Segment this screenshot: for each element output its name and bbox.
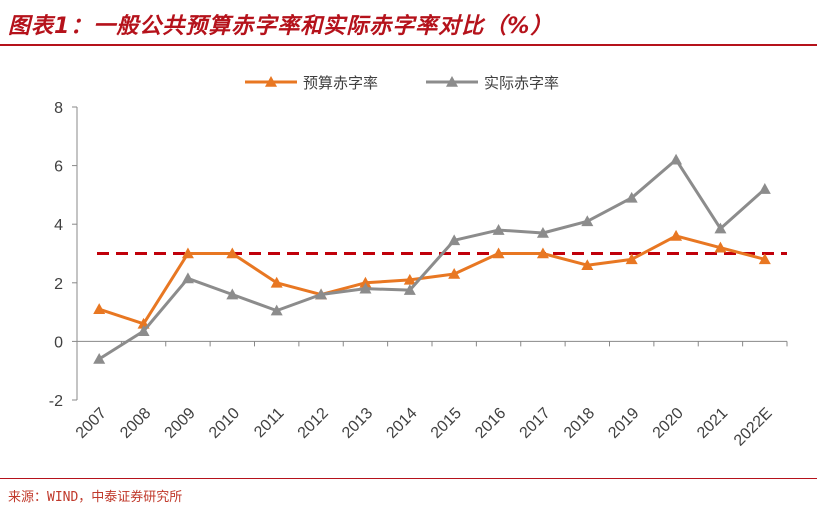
x-tick-label: 2017 [517, 405, 554, 442]
x-tick-label: 2015 [428, 405, 465, 442]
source-note: 来源：WIND，中泰证券研究所 [8, 490, 183, 505]
budget-point [758, 253, 771, 265]
actual-point [226, 288, 239, 300]
y-tick-label: -2 [49, 393, 63, 410]
actual-point [403, 284, 416, 295]
y-tick-label: 0 [54, 334, 63, 351]
budget-point [93, 303, 106, 314]
budget-point [403, 273, 416, 285]
x-tick-label: 2011 [251, 405, 287, 441]
legend-budget-label: 预算赤字率 [303, 74, 378, 92]
chart-title: 图表1：一般公共预算赤字率和实际赤字率对比（%） [8, 14, 554, 39]
budget-point [536, 247, 549, 259]
actual-point [536, 226, 549, 238]
y-tick-label: 2 [54, 276, 63, 293]
x-tick-label: 2012 [295, 405, 332, 442]
legend-actual-label: 实际赤字率 [484, 74, 559, 92]
actual-point [181, 272, 194, 284]
legend-actual-marker [446, 76, 458, 87]
title-bar: 图表1：一般公共预算赤字率和实际赤字率对比（%） [0, 0, 817, 44]
actual-point [758, 183, 771, 194]
series-line-actual [98, 158, 766, 361]
x-tick-label: 2021 [694, 405, 731, 442]
x-tick-label: 2022E [731, 405, 776, 450]
budget-point [181, 247, 194, 259]
x-tick-label: 2009 [162, 405, 199, 442]
x-tick-label: 2013 [339, 405, 376, 442]
x-tick-label: 2010 [206, 405, 243, 442]
actual-point [137, 325, 150, 336]
x-tick-label: 2020 [650, 405, 687, 442]
budget-point [670, 229, 683, 241]
series-line-budget [98, 234, 766, 326]
budget-point [581, 259, 594, 271]
y-tick-label: 6 [54, 159, 63, 176]
title-rule [0, 44, 817, 46]
source-rule [0, 478, 817, 479]
budget-point [226, 247, 239, 259]
legend-budget-marker [265, 76, 277, 87]
x-tick-label: 2014 [383, 405, 420, 442]
x-tick-label: 2016 [472, 405, 509, 442]
y-tick-label: 4 [54, 217, 63, 234]
budget-point [448, 268, 461, 279]
y-tick-label: 8 [54, 100, 63, 117]
actual-point [625, 191, 638, 203]
actual-point [315, 288, 328, 300]
actual-point [359, 282, 372, 294]
actual-point [492, 224, 505, 235]
actual-point [670, 153, 683, 165]
budget-point [492, 247, 505, 259]
actual-point [581, 215, 594, 227]
x-tick-label: 2007 [73, 405, 110, 442]
x-tick-label: 2018 [561, 405, 598, 442]
budget-point [270, 276, 283, 288]
actual-point [270, 304, 283, 316]
budget-point [625, 253, 638, 265]
budget-point [359, 276, 372, 288]
actual-point [714, 222, 727, 234]
actual-point [93, 352, 106, 364]
actual-point [448, 234, 461, 246]
budget-point [714, 241, 727, 253]
x-tick-label: 2008 [117, 405, 154, 442]
x-tick-label: 2019 [605, 405, 642, 442]
